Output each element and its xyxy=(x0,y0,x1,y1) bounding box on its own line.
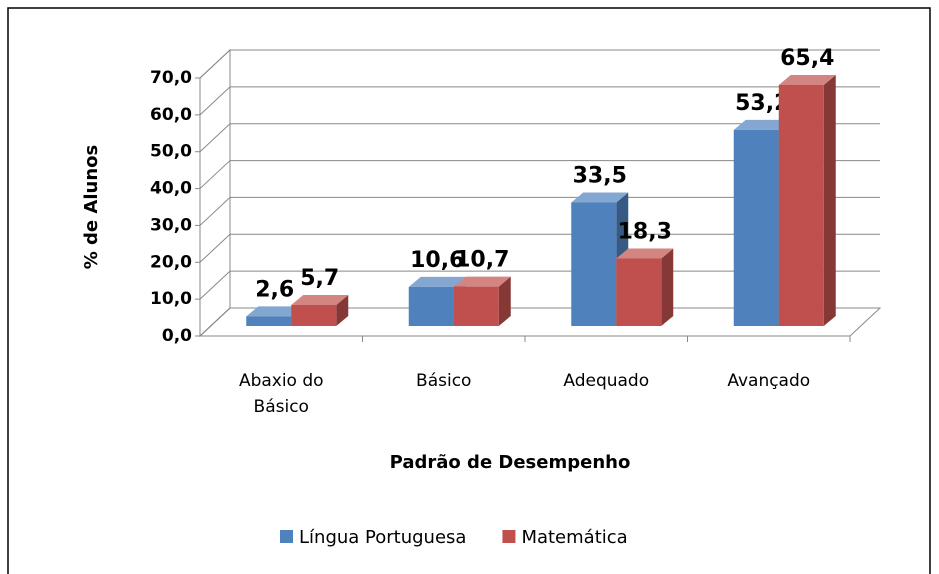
bar-side xyxy=(661,248,674,326)
bar-front xyxy=(571,202,617,326)
y-tick-label: 70,0 xyxy=(150,68,192,88)
y-tick-label: 30,0 xyxy=(150,215,192,235)
bar-front xyxy=(616,258,662,326)
value-label: 10,6 xyxy=(410,248,464,273)
bar xyxy=(453,276,511,326)
x-axis-title: Padrão de Desempenho xyxy=(390,452,631,473)
bar-top xyxy=(453,276,511,287)
y-tick-label: 60,0 xyxy=(150,105,192,125)
y-axis-title: % de Alunos xyxy=(81,145,102,269)
bar-top xyxy=(616,248,674,259)
bar-front xyxy=(778,84,824,326)
bar-front xyxy=(733,129,779,326)
bar xyxy=(778,74,836,326)
bar-side xyxy=(336,294,349,326)
x-tick-label: Avançado xyxy=(727,371,811,391)
bar-front xyxy=(408,286,454,326)
bar xyxy=(616,248,674,326)
bar-top xyxy=(291,294,349,305)
grid-line xyxy=(199,160,880,189)
x-tick-label: Adequado xyxy=(563,371,650,391)
value-label: 2,6 xyxy=(255,277,294,302)
grid-line xyxy=(199,123,880,153)
value-label: 33,5 xyxy=(573,164,627,189)
bar-top xyxy=(571,192,629,203)
bar-front xyxy=(246,316,292,326)
y-tick-label: 20,0 xyxy=(150,252,192,272)
bar-front xyxy=(291,304,337,326)
legend-label: Língua Portuguesa xyxy=(299,527,466,548)
value-label: 18,3 xyxy=(618,220,672,245)
grid-line xyxy=(199,49,880,79)
legend-swatch xyxy=(280,530,293,543)
x-tick-label: Abaxio do Básico xyxy=(238,371,324,417)
y-tick-label: 10,0 xyxy=(150,289,192,309)
bar-top xyxy=(246,306,304,317)
y-tick-label: 40,0 xyxy=(150,179,192,199)
value-label: 5,7 xyxy=(300,266,339,291)
legend-swatch xyxy=(502,530,516,543)
bar-top xyxy=(733,119,791,130)
bar-top xyxy=(778,74,836,85)
value-label: 10,7 xyxy=(455,248,509,273)
legend-label: Matemática xyxy=(521,527,627,548)
bar-front xyxy=(453,286,499,326)
bar-top xyxy=(408,276,466,287)
bar-side xyxy=(498,276,511,326)
bar-side xyxy=(823,74,836,326)
x-tick-label: Básico xyxy=(416,371,472,391)
value-label: 65,4 xyxy=(780,46,834,71)
grid-line xyxy=(199,86,880,116)
grid-line xyxy=(199,196,880,226)
y-tick-label: 0,0 xyxy=(162,326,192,346)
bar xyxy=(291,294,349,326)
y-tick-label: 50,0 xyxy=(150,142,192,162)
grid-line xyxy=(199,233,880,263)
